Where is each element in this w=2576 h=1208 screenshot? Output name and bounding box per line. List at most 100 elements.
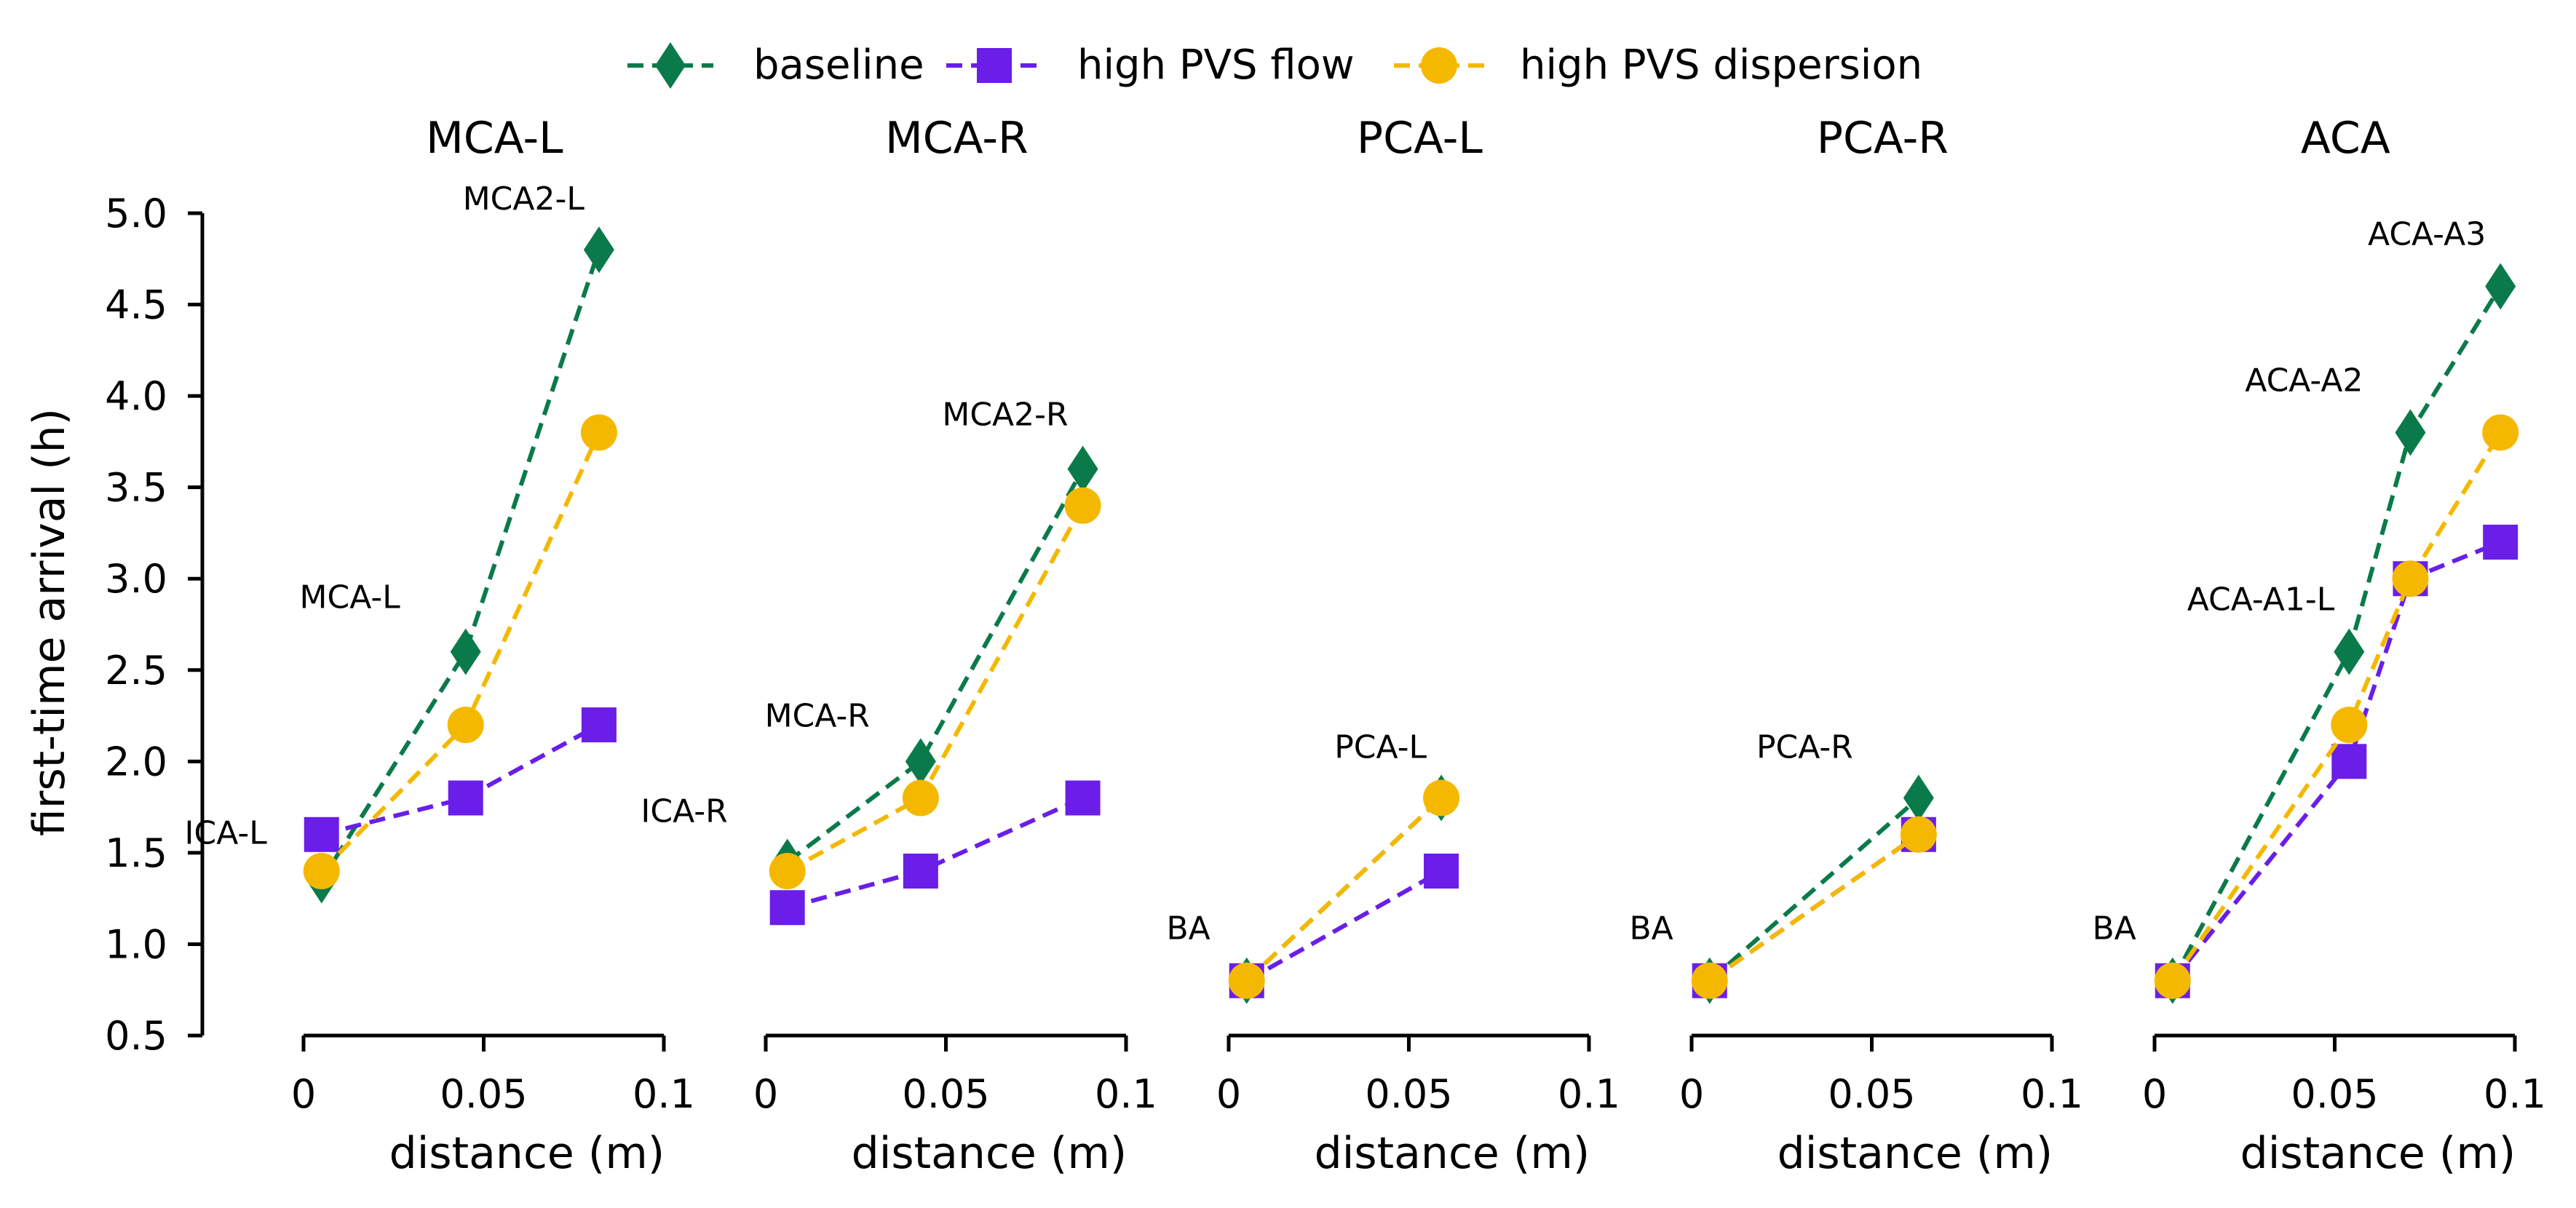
x-axis-label: distance (m): [1778, 1128, 2053, 1179]
point-label: ACA-A3: [2368, 215, 2486, 253]
point-baseline: [1067, 445, 1098, 493]
point-label: ICA-R: [641, 792, 727, 830]
x-tick-label: 0.05: [440, 1071, 527, 1117]
panel-aca: ACA 0 0.05 0.1 distance (m) BA ACA-A1-L ACA-A2 A…: [2092, 113, 2545, 1179]
x-tick-label: 0.1: [633, 1071, 695, 1117]
x-tick-label: 0: [2142, 1071, 2167, 1117]
y-tick-label: 1.0: [105, 921, 167, 967]
point-flow: [1424, 854, 1459, 889]
series-line-dispersion: [786, 504, 1085, 873]
x-tick-label: 0.1: [2484, 1071, 2546, 1117]
point-dispersion: [1691, 962, 1728, 999]
series-line-dispersion: [2171, 431, 2502, 982]
point-dispersion: [2392, 560, 2429, 597]
point-dispersion: [2482, 414, 2519, 451]
panel-pca-r: PCA-R 0 0.05 0.1 distance (m) BA PCA-R: [1629, 113, 2082, 1179]
point-label: MCA-L: [300, 579, 401, 616]
panel-title: PCA-R: [1817, 113, 1949, 164]
series-line-dispersion: [1245, 796, 1443, 982]
y-tick-label: 5.0: [105, 191, 167, 237]
panel-pca-l: PCA-L 0 0.05 0.1 distance (m) BA PCA-L: [1166, 113, 1620, 1179]
legend-marker-baseline: [655, 42, 686, 89]
y-tick-label: 3.0: [105, 556, 167, 602]
point-label: ACA-A1-L: [2187, 581, 2335, 619]
point-label: PCA-L: [1334, 729, 1427, 766]
point-flow: [769, 890, 805, 926]
point-dispersion: [2154, 962, 2191, 999]
panel-mca-r: MCA-R 0 0.05 0.1 distance (m) ICA-R MCA-R MCA2-…: [641, 113, 1157, 1179]
point-label: ACA-A2: [2245, 362, 2363, 399]
point-label: MCA2-L: [463, 180, 585, 218]
point-dispersion: [769, 853, 806, 889]
point-baseline: [1903, 774, 1934, 822]
point-flow: [903, 854, 938, 889]
point-baseline: [583, 226, 614, 274]
point-dispersion: [1064, 487, 1101, 524]
x-tick-label: 0.1: [1095, 1071, 1157, 1117]
x-axis-label: distance (m): [389, 1128, 665, 1179]
x-tick-label: 0.05: [2291, 1071, 2378, 1117]
series-line-baseline: [2171, 285, 2502, 982]
x-tick-label: 0.1: [2021, 1071, 2083, 1117]
legend-marker-dispersion: [1421, 47, 1457, 84]
point-label: BA: [1166, 910, 1210, 947]
y-tick-label: 4.0: [105, 373, 167, 419]
legend-item-dispersion: high PVS dispersion: [1394, 41, 1922, 89]
point-label: ICA-L: [185, 815, 268, 852]
series-line-dispersion: [1708, 833, 1920, 983]
x-axis-label: distance (m): [1315, 1128, 1590, 1179]
point-label: BA: [2092, 910, 2136, 947]
point-dispersion: [303, 853, 340, 889]
point-baseline: [905, 738, 936, 785]
series-line-flow: [1245, 869, 1443, 983]
y-tick-label: 4.5: [105, 282, 167, 328]
x-tick-label: 0: [753, 1071, 778, 1117]
point-label: BA: [1629, 910, 1673, 947]
panel-mca-l: MCA-L 0 0.05 0.1 distance (m) ICA-L MCA-L MCA2-…: [185, 113, 695, 1179]
series-line-baseline: [785, 468, 1085, 864]
x-tick-label: 0.05: [902, 1071, 989, 1117]
y-tick-label: 2.5: [105, 648, 167, 694]
point-flow: [1065, 780, 1101, 816]
x-tick-label: 0.1: [1558, 1071, 1620, 1117]
y-axis-label: first-time arrival (h): [24, 408, 75, 836]
panel-title: MCA-R: [885, 113, 1029, 164]
point-dispersion: [1228, 962, 1265, 999]
point-baseline: [450, 628, 481, 675]
point-flow: [581, 707, 617, 743]
y-tick-label: 3.5: [105, 465, 167, 511]
series-line-flow: [786, 795, 1084, 910]
x-axis-label: distance (m): [2240, 1128, 2516, 1179]
y-tick-label: 2.0: [105, 739, 167, 784]
series-line-baseline: [320, 249, 601, 882]
x-tick-label: 0.05: [1828, 1071, 1915, 1117]
point-baseline: [2395, 409, 2426, 456]
legend-marker-flow: [977, 48, 1012, 83]
point-label: PCA-R: [1756, 729, 1853, 766]
panel-title: MCA-L: [426, 113, 563, 164]
panel-title: ACA: [2301, 113, 2390, 164]
legend-label-dispersion: high PVS dispersion: [1520, 41, 1922, 89]
point-baseline: [2334, 628, 2365, 675]
legend-label-baseline: baseline: [753, 41, 924, 89]
panel-title: PCA-L: [1357, 113, 1483, 164]
point-flow: [2483, 525, 2518, 560]
legend-label-flow: high PVS flow: [1077, 41, 1355, 89]
point-flow: [2331, 744, 2367, 779]
legend-item-baseline: baseline: [627, 41, 924, 89]
point-dispersion: [1423, 779, 1460, 816]
point-label: MCA2-R: [942, 397, 1068, 434]
x-axis-label: distance (m): [852, 1128, 1128, 1179]
point-label: MCA-R: [765, 697, 870, 734]
series-line-flow: [2171, 540, 2502, 982]
point-flow: [304, 816, 339, 852]
point-dispersion: [580, 414, 617, 451]
y-tick-label: 1.5: [105, 830, 167, 876]
legend-item-flow: high PVS flow: [946, 41, 1355, 89]
point-dispersion: [2331, 707, 2368, 744]
point-dispersion: [1900, 816, 1937, 853]
point-flow: [448, 780, 483, 816]
series-line-baseline: [1708, 796, 1920, 982]
x-tick-label: 0.05: [1365, 1071, 1452, 1117]
